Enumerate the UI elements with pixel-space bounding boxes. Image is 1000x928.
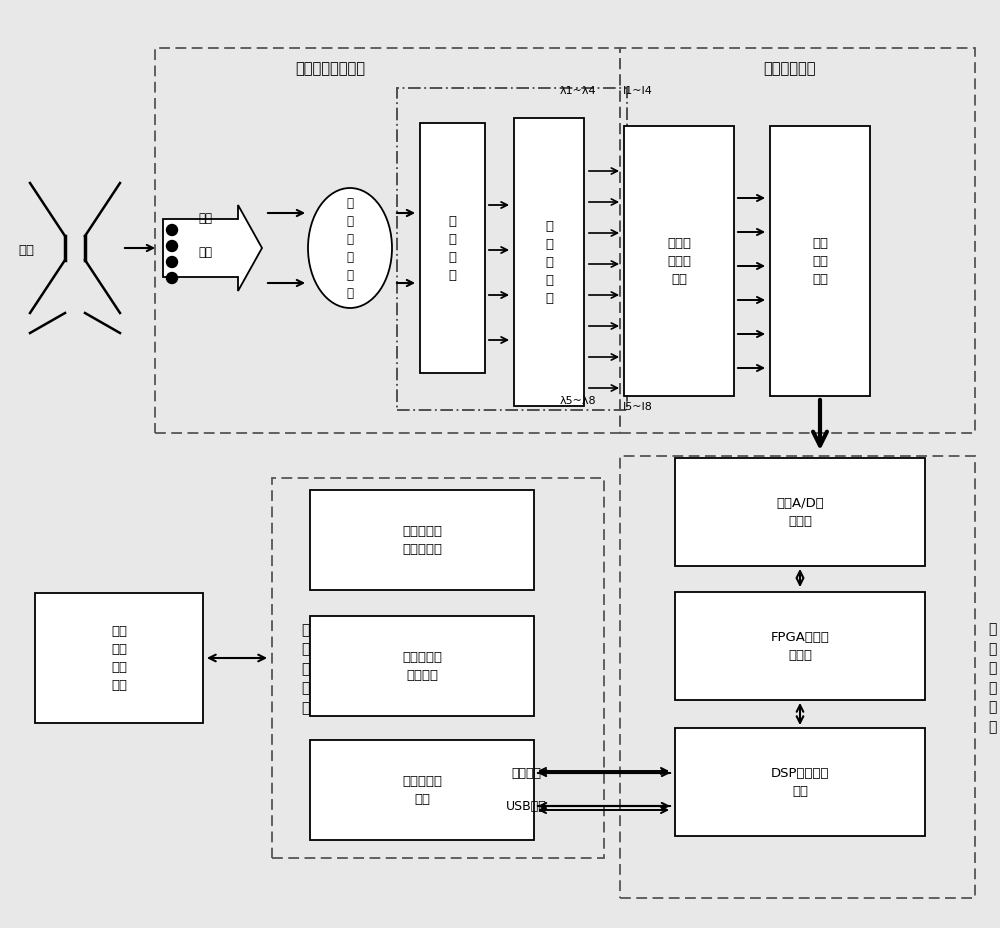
Text: 二维电弧动
态温度显示: 二维电弧动 态温度显示 (402, 525, 442, 556)
Text: 电弧: 电弧 (18, 244, 34, 257)
Bar (675, 458, 925, 566)
Bar (770, 127, 870, 396)
Circle shape (166, 273, 178, 284)
Text: I1~I4: I1~I4 (623, 86, 653, 96)
Bar (624, 127, 734, 396)
Text: 光
功
分
器: 光 功 分 器 (449, 215, 457, 282)
Text: USB协议: USB协议 (506, 800, 546, 813)
Text: 数
据
处
理
单
元: 数 据 处 理 单 元 (988, 622, 996, 733)
Text: 上位机监控
系统: 上位机监控 系统 (402, 775, 442, 806)
Text: 传导: 传导 (198, 246, 212, 259)
Bar (675, 728, 925, 836)
Circle shape (166, 257, 178, 268)
Bar (310, 616, 534, 716)
Bar (420, 123, 485, 374)
Text: FPGA时序控
制电路: FPGA时序控 制电路 (771, 631, 829, 662)
Bar (397, 89, 627, 410)
Text: 多通道
光电探
测器: 多通道 光电探 测器 (667, 238, 691, 286)
Ellipse shape (308, 188, 392, 309)
Text: 高速A/D转
换电路: 高速A/D转 换电路 (776, 497, 824, 528)
Bar (620, 457, 975, 898)
Text: 交互通信: 交互通信 (511, 767, 541, 780)
Bar (272, 479, 604, 858)
Text: λ1~λ4: λ1~λ4 (560, 86, 597, 96)
Bar (310, 491, 534, 590)
Text: 信号
调理
电路: 信号 调理 电路 (812, 238, 828, 286)
Text: 光电转化系统: 光电转化系统 (764, 61, 816, 76)
Text: I5~I8: I5~I8 (623, 402, 653, 411)
Bar (675, 592, 925, 701)
Text: 计
算
机
系
统: 计 算 机 系 统 (301, 623, 309, 715)
Text: 数据存储和
管理系统: 数据存储和 管理系统 (402, 651, 442, 682)
Circle shape (166, 241, 178, 252)
Bar (514, 119, 584, 406)
Text: 数据
存盘
打印
输出: 数据 存盘 打印 输出 (111, 625, 127, 691)
Bar (310, 741, 534, 840)
Polygon shape (163, 206, 262, 291)
Text: DSP数据处理
电路: DSP数据处理 电路 (771, 767, 829, 798)
Text: 波
分
复
用
器: 波 分 复 用 器 (545, 220, 553, 305)
Circle shape (166, 226, 178, 237)
Bar (620, 49, 975, 433)
Bar (155, 49, 620, 433)
Text: λ5~λ8: λ5~λ8 (560, 395, 597, 406)
Text: 光学采集处理系统: 光学采集处理系统 (295, 61, 365, 76)
Bar (35, 593, 203, 723)
Text: 光纤: 光纤 (198, 213, 212, 226)
Text: 可
调
光
衰
减
器: 可 调 光 衰 减 器 (347, 198, 354, 300)
